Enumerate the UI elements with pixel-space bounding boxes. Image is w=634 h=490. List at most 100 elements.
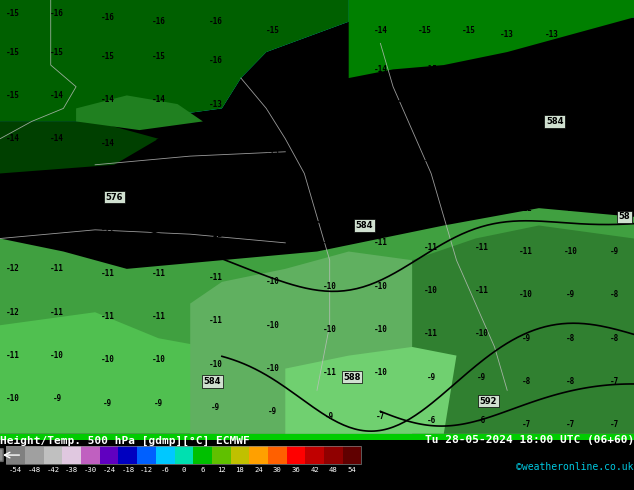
Text: -10: -10 [266, 364, 280, 373]
Text: -10: -10 [519, 291, 533, 299]
Text: -9: -9 [211, 403, 220, 412]
Text: 0: 0 [182, 467, 186, 473]
Text: -9: -9 [477, 373, 486, 382]
Bar [81, 446, 100, 464]
Text: -13: -13 [152, 139, 165, 147]
Text: 18: 18 [236, 467, 244, 473]
Text: -10: -10 [101, 355, 115, 365]
Text: 48: 48 [329, 467, 338, 473]
Text: -14: -14 [475, 69, 489, 78]
Text: -11: -11 [519, 247, 533, 256]
Text: -13: -13 [500, 30, 514, 39]
Text: -11: -11 [475, 199, 489, 208]
Text: 42: 42 [310, 467, 319, 473]
Text: 584: 584 [356, 221, 373, 230]
Text: -11: -11 [101, 225, 115, 234]
Polygon shape [0, 0, 349, 195]
Text: -12: -12 [564, 69, 578, 78]
Text: -16: -16 [50, 8, 64, 18]
Polygon shape [0, 122, 158, 173]
Text: -6: -6 [427, 416, 436, 425]
Bar [231, 446, 249, 464]
Text: -7: -7 [611, 377, 619, 386]
Text: -14: -14 [152, 95, 165, 104]
Bar [268, 446, 287, 464]
Text: -8: -8 [566, 334, 575, 343]
Polygon shape [0, 208, 634, 434]
Text: -11: -11 [152, 312, 165, 321]
Text: -11: -11 [266, 234, 280, 243]
Text: -9: -9 [53, 394, 61, 403]
Text: 584: 584 [546, 117, 564, 126]
Bar [324, 446, 343, 464]
Text: ©weatheronline.co.uk: ©weatheronline.co.uk [517, 462, 634, 472]
Text: -14: -14 [373, 26, 387, 35]
Text: -16: -16 [209, 17, 223, 26]
Text: -11: -11 [323, 368, 337, 377]
Polygon shape [190, 251, 412, 434]
Text: Height/Temp. 500 hPa [gdmp][°C] ECMWF: Height/Temp. 500 hPa [gdmp][°C] ECMWF [0, 435, 250, 445]
Text: -12: -12 [519, 204, 533, 213]
Text: -10: -10 [564, 247, 578, 256]
Text: -11: -11 [323, 195, 337, 204]
Text: -7: -7 [376, 412, 385, 421]
Text: -11: -11 [424, 243, 438, 252]
Text: -10: -10 [209, 360, 223, 369]
Text: -15: -15 [50, 48, 64, 56]
Text: -12: -12 [424, 113, 438, 122]
Text: -13: -13 [266, 104, 280, 113]
Text: -48: -48 [28, 467, 41, 473]
Text: -8: -8 [611, 334, 619, 343]
Text: -9: -9 [427, 373, 436, 382]
Text: -10: -10 [266, 277, 280, 286]
Text: Tu 28-05-2024 18:00 UTC (06+60): Tu 28-05-2024 18:00 UTC (06+60) [425, 435, 634, 445]
Text: -11: -11 [152, 225, 165, 234]
Text: -11: -11 [475, 286, 489, 295]
Text: 36: 36 [292, 467, 301, 473]
Text: -11: -11 [266, 191, 280, 199]
Text: -10: -10 [564, 204, 578, 213]
Text: -10: -10 [475, 329, 489, 339]
Text: -9: -9 [154, 399, 163, 408]
Text: -11: -11 [564, 117, 578, 126]
Text: -12: -12 [519, 117, 533, 126]
Text: -12: -12 [373, 151, 387, 161]
Text: -12: -12 [152, 182, 165, 191]
Text: -16: -16 [152, 17, 165, 26]
Text: -14: -14 [101, 95, 115, 104]
Text: -30: -30 [84, 467, 97, 473]
Bar [137, 446, 156, 464]
Text: -11: -11 [101, 312, 115, 321]
Text: -14: -14 [373, 65, 387, 74]
Bar [6, 446, 361, 464]
Text: -11: -11 [209, 273, 223, 282]
Bar [212, 446, 231, 464]
Text: -9: -9 [611, 204, 619, 213]
Text: -13: -13 [209, 143, 223, 152]
Text: -7: -7 [522, 420, 531, 429]
Text: -15: -15 [418, 26, 432, 35]
Text: -13: -13 [323, 108, 337, 117]
Text: 30: 30 [273, 467, 281, 473]
Text: -15: -15 [266, 26, 280, 35]
Text: 588: 588 [343, 373, 361, 382]
Text: -24: -24 [103, 467, 115, 473]
Text: -11: -11 [209, 317, 223, 325]
Text: -11: -11 [424, 329, 438, 339]
Text: -15: -15 [152, 52, 165, 61]
Text: -11: -11 [424, 156, 438, 165]
Polygon shape [412, 225, 634, 434]
Text: -11: -11 [50, 308, 64, 317]
Text: -15: -15 [101, 52, 115, 61]
Text: -13: -13 [519, 69, 533, 78]
Polygon shape [349, 0, 634, 78]
Text: -12: -12 [101, 182, 115, 191]
Text: -15: -15 [6, 91, 20, 100]
Text: -13: -13 [209, 99, 223, 109]
Bar [119, 446, 137, 464]
Text: -9: -9 [611, 247, 619, 256]
Bar [100, 446, 119, 464]
Text: -18: -18 [121, 467, 134, 473]
Text: -11: -11 [424, 199, 438, 208]
Text: -12: -12 [589, 30, 603, 39]
